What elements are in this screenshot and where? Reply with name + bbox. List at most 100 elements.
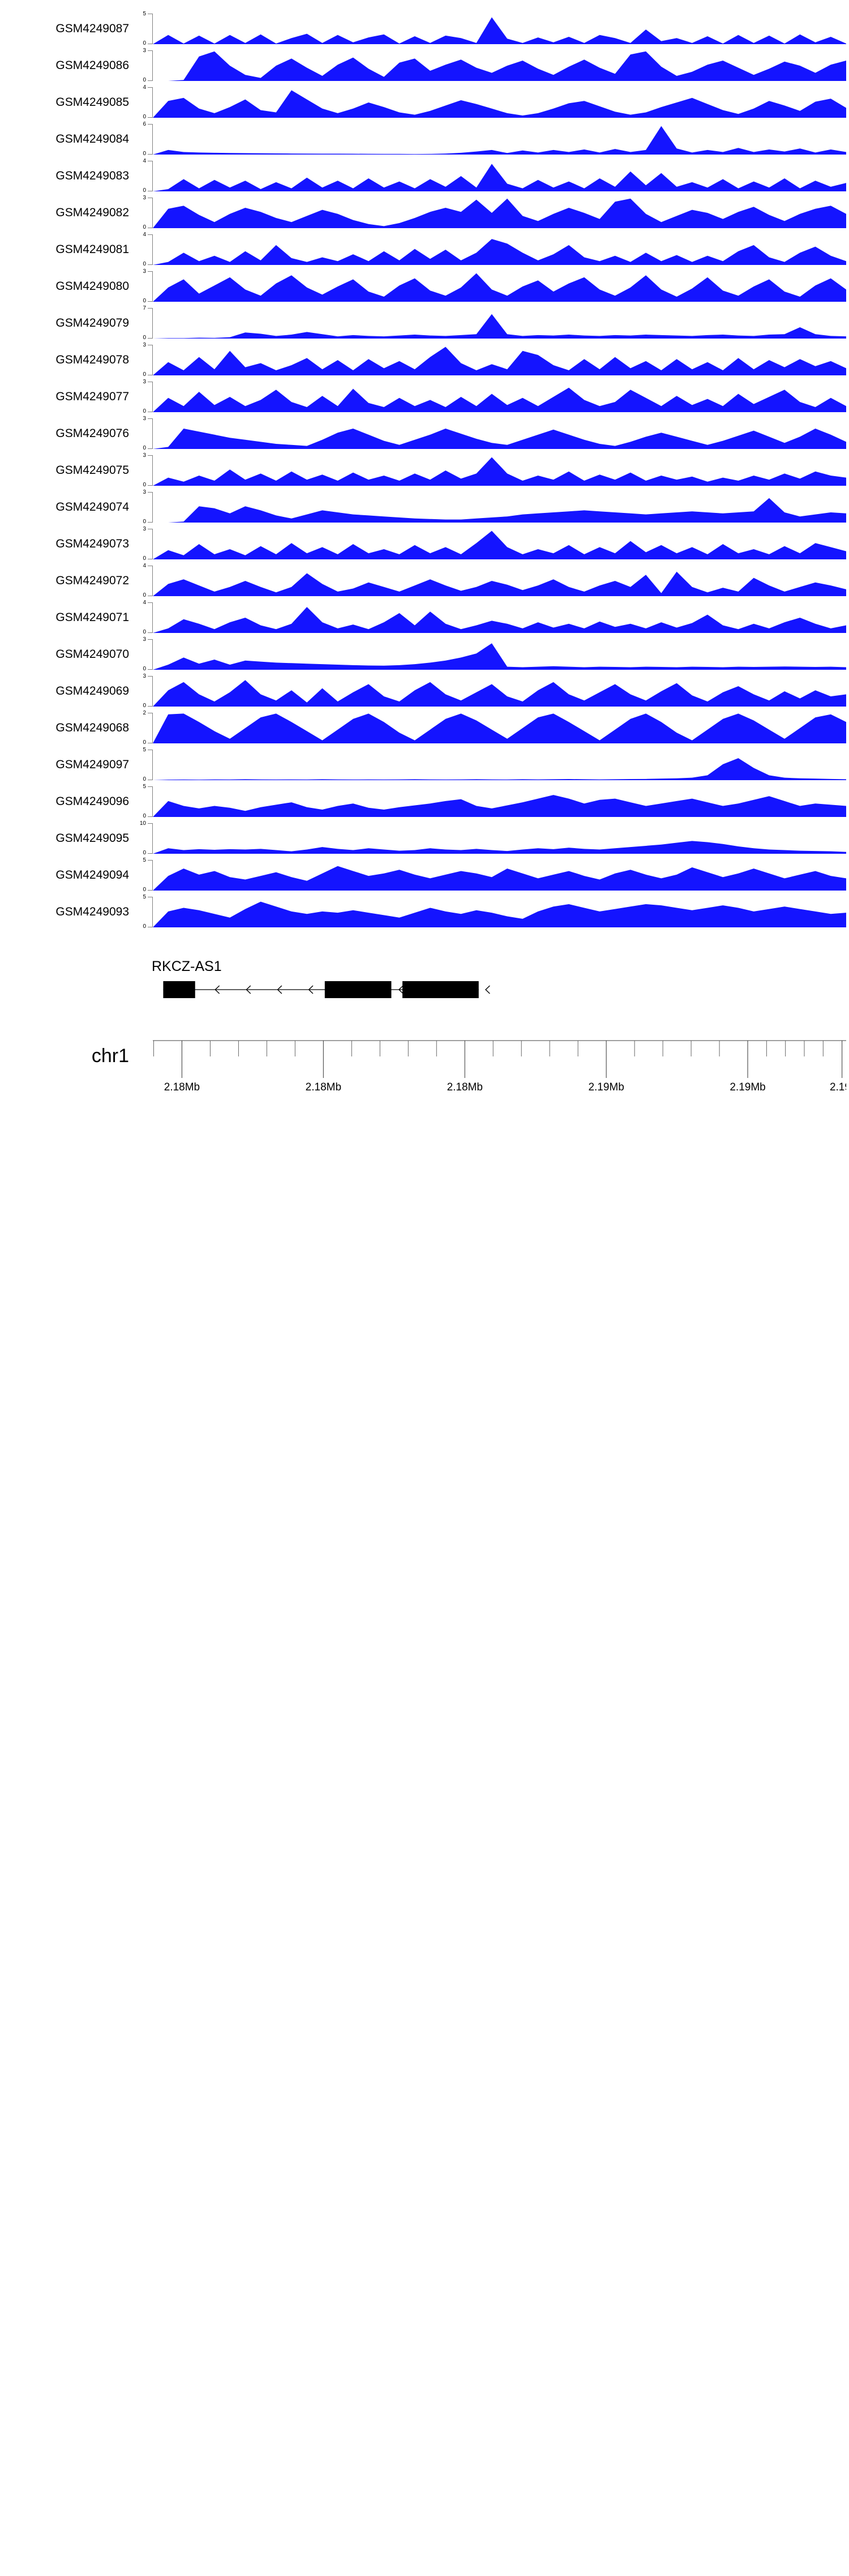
track-label: GSM4249095 xyxy=(55,832,129,845)
track-label: GSM4249082 xyxy=(55,206,129,219)
coverage-area-plot[interactable] xyxy=(153,382,846,412)
y-axis-tick-min xyxy=(148,338,153,339)
coverage-area-plot[interactable] xyxy=(153,234,846,265)
y-axis-line xyxy=(152,455,153,486)
coverage-area-plot[interactable] xyxy=(153,529,846,559)
y-axis-min-label: 0 xyxy=(143,114,146,120)
y-axis-max-label: 4 xyxy=(143,600,146,606)
y-axis-min-label: 0 xyxy=(143,555,146,562)
y-axis-min-label: 0 xyxy=(143,187,146,194)
y-axis-tick-max xyxy=(148,234,153,235)
coverage-area-plot[interactable] xyxy=(153,676,846,707)
y-axis-max-label: 3 xyxy=(143,673,146,679)
y-axis-max-label: 3 xyxy=(143,416,146,422)
coverage-area-plot[interactable] xyxy=(153,14,846,44)
y-axis-tick-min xyxy=(148,117,153,118)
track-label: GSM4249077 xyxy=(55,390,129,403)
track-label: GSM4249085 xyxy=(55,96,129,109)
y-axis-line xyxy=(152,823,153,854)
coverage-area-plot[interactable] xyxy=(153,786,846,817)
svg-text:2.18Mb: 2.18Mb xyxy=(306,1081,341,1093)
y-axis-tick-min xyxy=(148,448,153,449)
coverage-area-plot[interactable] xyxy=(153,492,846,523)
y-axis-min-label: 0 xyxy=(143,335,146,341)
y-axis-max-label: 3 xyxy=(143,195,146,201)
y-axis-tick-min xyxy=(148,80,153,81)
y-axis-max-label: 5 xyxy=(143,784,146,790)
coverage-area-plot[interactable] xyxy=(153,750,846,780)
track-label: GSM4249086 xyxy=(55,59,129,72)
y-axis-tick-max xyxy=(148,455,153,456)
y-axis-line xyxy=(152,713,153,743)
track-label: GSM4249070 xyxy=(55,648,129,661)
coverage-area-plot[interactable] xyxy=(153,345,846,375)
gene-model[interactable] xyxy=(153,980,846,999)
y-axis-line xyxy=(152,786,153,817)
y-axis-max-label: 3 xyxy=(143,489,146,495)
y-axis-min-label: 0 xyxy=(143,371,146,378)
y-axis-min-label: 0 xyxy=(143,151,146,157)
y-axis-min-label: 0 xyxy=(143,703,146,709)
track-y-axis: 10 0 xyxy=(131,821,153,856)
coverage-track: GSM4249085 4 0 xyxy=(0,85,849,120)
coverage-area-plot[interactable] xyxy=(153,308,846,339)
coverage-area-plot[interactable] xyxy=(153,124,846,155)
y-axis-tick-min xyxy=(148,632,153,633)
y-axis-line xyxy=(152,234,153,265)
coverage-area-plot[interactable] xyxy=(153,198,846,228)
coverage-area-plot[interactable] xyxy=(153,713,846,743)
coverage-area-plot[interactable] xyxy=(153,566,846,596)
y-axis-line xyxy=(152,345,153,375)
coverage-area-plot[interactable] xyxy=(153,87,846,118)
track-label: GSM4249083 xyxy=(55,169,129,182)
y-axis-tick-min xyxy=(148,485,153,486)
y-axis-tick-max xyxy=(148,676,153,677)
coverage-area-plot[interactable] xyxy=(153,860,846,891)
coverage-track: GSM4249068 2 0 xyxy=(0,711,849,746)
coverage-area-plot[interactable] xyxy=(153,823,846,854)
coverage-area-plot[interactable] xyxy=(153,897,846,927)
genome-axis-ruler[interactable]: 2.18Mb 2.18Mb 2.18Mb 2.19Mb 2.19Mb 2.19Mb xyxy=(153,1036,846,1104)
y-axis-min-label: 0 xyxy=(143,77,146,83)
coverage-area-plot[interactable] xyxy=(153,50,846,81)
y-axis-max-label: 6 xyxy=(143,121,146,127)
coverage-area-plot[interactable] xyxy=(153,161,846,191)
y-axis-line xyxy=(152,897,153,927)
y-axis-tick-max xyxy=(148,602,153,603)
coverage-track: GSM4249075 3 0 xyxy=(0,453,849,488)
coverage-track: GSM4249097 5 0 xyxy=(0,747,849,782)
y-axis-max-label: 5 xyxy=(143,857,146,863)
svg-text:2.19Mb: 2.19Mb xyxy=(730,1081,765,1093)
y-axis-line xyxy=(152,860,153,891)
track-label: GSM4249087 xyxy=(55,22,129,35)
y-axis-tick-max xyxy=(148,823,153,824)
track-label: GSM4249093 xyxy=(55,905,129,918)
coverage-track: GSM4249093 5 0 xyxy=(0,895,849,930)
coverage-area-plot[interactable] xyxy=(153,639,846,670)
coverage-area-plot[interactable] xyxy=(153,418,846,449)
coverage-track: GSM4249077 3 0 xyxy=(0,379,849,414)
y-axis-line xyxy=(152,382,153,412)
coverage-area-plot[interactable] xyxy=(153,271,846,302)
y-axis-tick-max xyxy=(148,786,153,787)
y-axis-line xyxy=(152,639,153,670)
y-axis-max-label: 3 xyxy=(143,342,146,348)
y-axis-tick-min xyxy=(148,301,153,302)
track-label: GSM4249080 xyxy=(55,280,129,293)
y-axis-min-label: 0 xyxy=(143,408,146,414)
y-axis-tick-max xyxy=(148,87,153,88)
y-axis-max-label: 5 xyxy=(143,11,146,17)
coverage-area-plot[interactable] xyxy=(153,602,846,633)
y-axis-line xyxy=(152,492,153,523)
gene-annotation-track: RKCZ-AS1 xyxy=(0,960,849,1011)
track-label: GSM4249097 xyxy=(55,758,129,771)
track-label: GSM4249075 xyxy=(55,464,129,477)
coverage-area-plot[interactable] xyxy=(153,455,846,486)
